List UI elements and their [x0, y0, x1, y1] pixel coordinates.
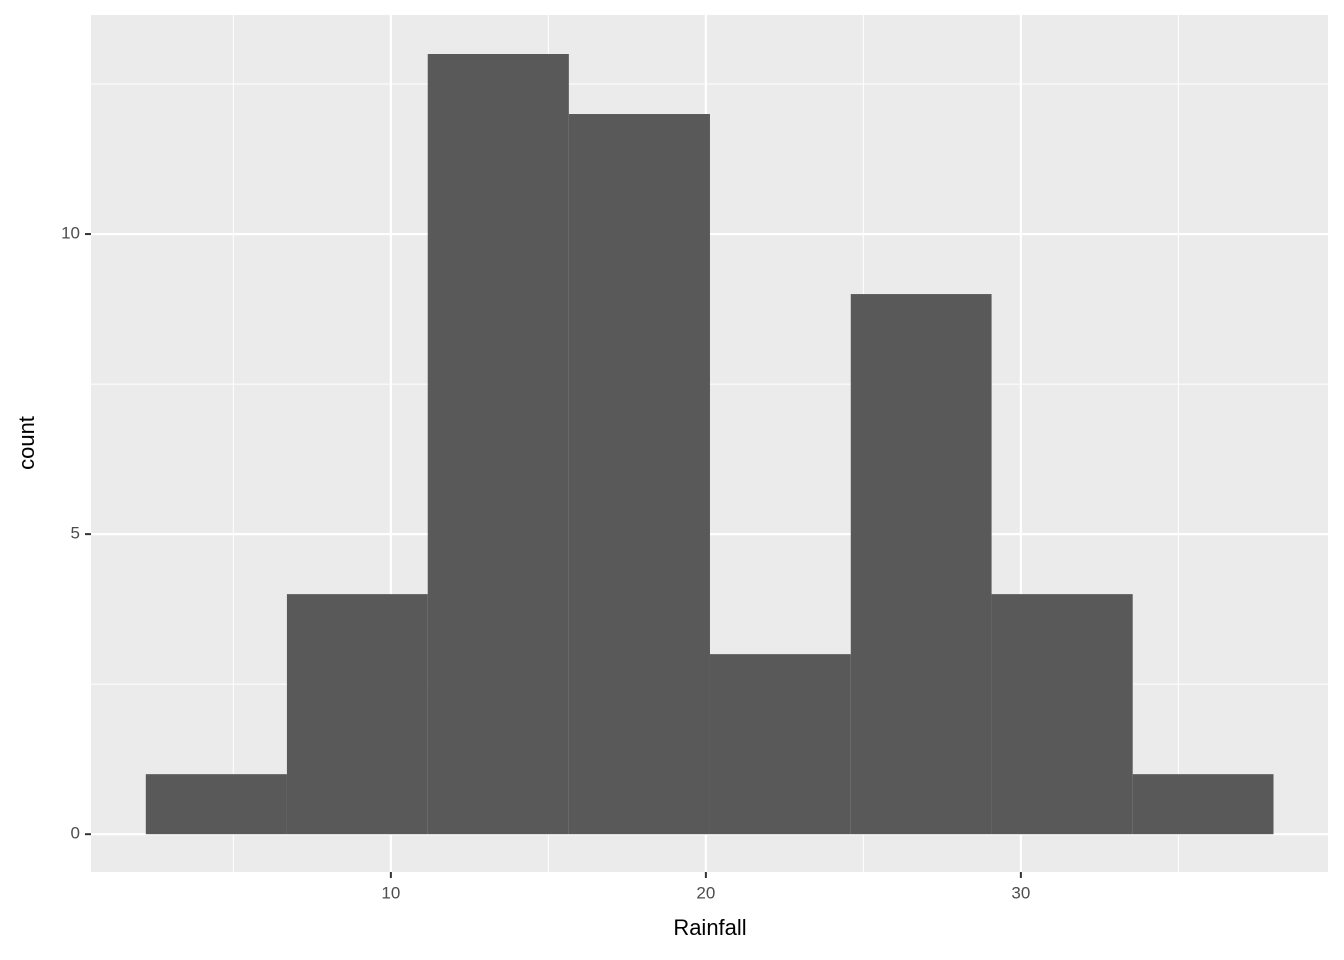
bar	[1132, 774, 1274, 835]
bar	[850, 294, 992, 835]
x-tick-label: 20	[696, 883, 715, 902]
y-tick-label: 0	[71, 824, 80, 843]
bar	[286, 594, 428, 835]
y-tick-label: 10	[61, 224, 80, 243]
bar	[709, 654, 851, 835]
bar	[145, 774, 287, 835]
bar	[991, 594, 1133, 835]
bars	[145, 54, 1274, 835]
bar	[568, 114, 710, 835]
x-tick-label: 30	[1011, 883, 1030, 902]
x-axis-title: Rainfall	[673, 915, 746, 940]
x-tick-label: 10	[381, 883, 400, 902]
y-axis-title: count	[14, 416, 39, 470]
y-tick-label: 5	[71, 524, 80, 543]
bar	[427, 54, 569, 835]
